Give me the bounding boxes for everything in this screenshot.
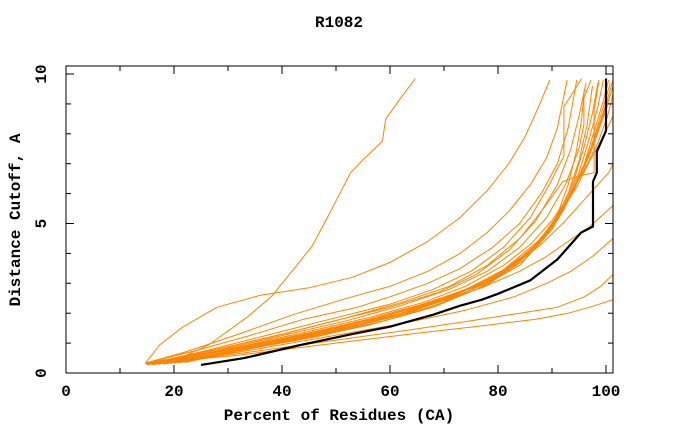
model-curve xyxy=(157,94,614,365)
model-curve xyxy=(163,205,614,365)
model-curve xyxy=(152,82,599,365)
x-tick-label: 80 xyxy=(488,383,507,401)
model-curve xyxy=(152,79,592,365)
model-curve xyxy=(184,85,614,363)
chart-title: R1082 xyxy=(315,14,363,32)
x-tick-label: 0 xyxy=(61,383,71,401)
x-tick-label: 60 xyxy=(380,383,399,401)
x-tick-label: 40 xyxy=(272,383,291,401)
model-curve xyxy=(146,78,583,365)
y-tick-label: 10 xyxy=(33,64,51,83)
model-curve xyxy=(145,79,578,364)
model-curve xyxy=(145,78,416,364)
plot-frame xyxy=(65,65,614,374)
y-tick-label: 0 xyxy=(33,368,51,378)
x-tick-label: 20 xyxy=(164,383,183,401)
reference-curve xyxy=(200,78,608,366)
model-curve xyxy=(145,79,568,364)
y-axis-label: Distance Cutoff, A xyxy=(7,133,25,306)
model-curve xyxy=(163,163,614,365)
model-curve xyxy=(173,79,614,364)
model-curve xyxy=(145,79,551,364)
model-curve xyxy=(146,273,614,366)
axes-frame xyxy=(65,65,614,374)
model-curve xyxy=(179,91,612,364)
tick-labels: 0 20 40 60 80 100 0 5 10 xyxy=(33,64,620,401)
model-curve xyxy=(168,82,611,364)
x-axis-label: Percent of Residues (CA) xyxy=(224,407,454,425)
y-tick-label: 5 xyxy=(33,219,51,229)
x-tick-label: 100 xyxy=(592,383,621,401)
model-curve xyxy=(152,238,614,366)
model-curve xyxy=(152,79,600,365)
curves-layer xyxy=(145,78,614,366)
